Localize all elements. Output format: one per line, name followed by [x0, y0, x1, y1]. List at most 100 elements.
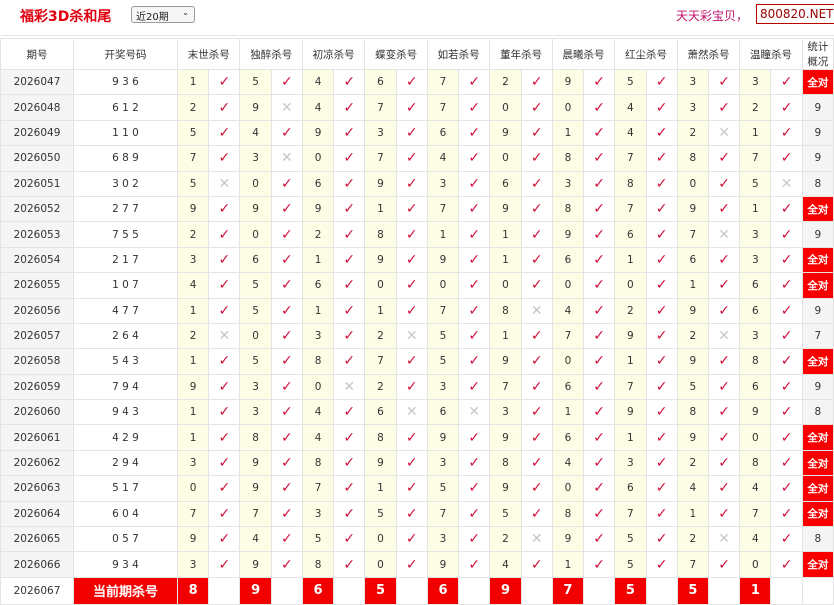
- check-icon: ✓: [208, 551, 241, 578]
- check-icon: ✓: [583, 348, 616, 375]
- all-correct-badge: 全对: [801, 551, 834, 578]
- kill-number-cell: 9: [489, 475, 522, 502]
- kill-number-cell: 5: [301, 526, 335, 553]
- kill-number-cell: 6: [739, 373, 772, 401]
- period-cell: 2026067: [0, 576, 74, 605]
- check-icon: ✓: [583, 551, 616, 578]
- check-icon: ✓: [520, 170, 553, 197]
- kill-number-cell: 0: [239, 322, 272, 350]
- column-header: 蝶变杀号: [364, 38, 428, 70]
- check-icon: ✓: [707, 68, 741, 96]
- cross-icon: ✕: [520, 526, 553, 553]
- check-icon: ✓: [270, 195, 303, 223]
- draw-number-cell: 5 4 3: [73, 348, 178, 375]
- draw-number-cell: 2 1 7: [73, 246, 178, 274]
- kill-number-cell: 9: [489, 424, 522, 451]
- kill-number-cell: 1: [614, 424, 647, 451]
- check-icon: ✓: [458, 170, 491, 197]
- kill-number-cell: 6: [364, 68, 397, 96]
- kill-number-cell: 2: [489, 526, 522, 553]
- table-row: 2026048 6 1 2 2 ✓ 9 ✕ 4 ✓ 7 ✓ 7 ✓ 0 ✓ 0 ✓ 4 ✓ 3 ✓ 2 ✓ 9: [0, 94, 834, 121]
- check-icon: ✓: [583, 246, 616, 274]
- check-icon: ✓: [333, 170, 366, 197]
- check-icon: ✓: [333, 322, 366, 350]
- check-icon: ✓: [645, 322, 678, 350]
- check-icon: ✓: [333, 551, 366, 578]
- draw-number-cell: 9 4 3: [73, 399, 178, 426]
- all-correct-badge: 全对: [801, 424, 834, 451]
- column-header: 晨曦杀号: [551, 38, 616, 70]
- check-icon: ✓: [458, 221, 491, 248]
- check-icon: ✓: [270, 551, 303, 578]
- kill-number-cell: 5: [239, 68, 272, 96]
- check-icon: ✓: [707, 475, 741, 502]
- table-row: 2026047 9 3 6 1 ✓ 5 ✓ 4 ✓ 6 ✓ 7 ✓ 2 ✓ 9 ✓ 5 ✓ 3 ✓ 3 ✓ 全对: [0, 68, 834, 96]
- check-icon: ✓: [645, 373, 678, 401]
- check-icon: ✓: [458, 94, 491, 121]
- current-row: 2026067 当前期杀号 8 9 6 5 6 9 7 5 5 1: [0, 576, 834, 605]
- kill-number-cell: 5: [614, 551, 647, 578]
- kill-number-cell: 3: [301, 500, 335, 528]
- kill-number-cell: 9: [426, 551, 460, 578]
- kill-number-cell: 6: [676, 246, 709, 274]
- check-icon: ✓: [333, 526, 366, 553]
- check-icon: ✓: [583, 500, 616, 528]
- current-kill-number: 8: [176, 576, 210, 605]
- kill-number-cell: 1: [176, 424, 210, 451]
- check-icon: ✓: [583, 68, 616, 96]
- check-icon: ✓: [770, 322, 803, 350]
- check-icon: ✓: [458, 424, 491, 451]
- check-icon: ✓: [645, 526, 678, 553]
- check-icon: ✓: [770, 221, 803, 248]
- kill-number-cell: 7: [426, 94, 460, 121]
- kill-number-cell: 7: [364, 94, 397, 121]
- check-icon: ✓: [583, 145, 616, 172]
- check-icon: ✓: [770, 119, 803, 147]
- check-icon: ✓: [333, 399, 366, 426]
- check-icon: ✓: [583, 119, 616, 147]
- kill-number-cell: 0: [239, 221, 272, 248]
- draw-number-cell: 2 7 7: [73, 195, 178, 223]
- column-header: 萧然杀号: [676, 38, 741, 70]
- draw-number-cell: 2 6 4: [73, 322, 178, 350]
- cross-icon: ✕: [395, 322, 428, 350]
- check-icon: ✓: [645, 348, 678, 375]
- check-icon: ✓: [520, 322, 553, 350]
- current-kill-number: 5: [614, 576, 647, 605]
- range-select[interactable]: 近20期 ⌄: [131, 6, 195, 23]
- site-link[interactable]: 800820.NET: [756, 4, 834, 24]
- check-icon: ✓: [583, 449, 616, 477]
- kill-number-cell: 1: [489, 322, 522, 350]
- kill-number-cell: 9: [364, 170, 397, 197]
- period-cell: 2026065: [0, 526, 74, 553]
- check-icon: ✓: [395, 348, 428, 375]
- cross-icon: ✕: [707, 221, 741, 248]
- kill-number-cell: 0: [301, 145, 335, 172]
- kill-number-cell: 9: [301, 119, 335, 147]
- kill-number-cell: 9: [239, 94, 272, 121]
- kill-number-cell: 4: [739, 475, 772, 502]
- kill-number-cell: 4: [551, 297, 585, 324]
- kill-number-cell: 9: [614, 322, 647, 350]
- draw-number-cell: 1 0 7: [73, 272, 178, 299]
- kill-number-cell: 9: [239, 551, 272, 578]
- table-row: 2026060 9 4 3 1 ✓ 3 ✓ 4 ✓ 6 ✕ 6 ✕ 3 ✓ 1 ✓ 9 ✓ 8 ✓ 9 ✓ 8: [0, 399, 834, 426]
- check-icon: ✓: [707, 348, 741, 375]
- kill-number-cell: 3: [426, 449, 460, 477]
- kill-number-cell: 4: [426, 145, 460, 172]
- check-icon: ✓: [458, 551, 491, 578]
- kill-number-cell: 2: [364, 373, 397, 401]
- kill-number-cell: 1: [551, 399, 585, 426]
- kill-number-cell: 4: [301, 68, 335, 96]
- period-cell: 2026055: [0, 272, 74, 299]
- kill-number-cell: 3: [239, 373, 272, 401]
- check-icon: ✓: [458, 526, 491, 553]
- check-icon: ✓: [645, 221, 678, 248]
- check-icon: ✓: [770, 475, 803, 502]
- kill-table: 期号 开奖号码 末世杀号 独醉杀号 初凉杀号 蝶变杀号 如若杀号 董年杀号 晨曦杀号 红尘杀号 萧然…: [0, 38, 834, 605]
- table-row: 2026053 7 5 5 2 ✓ 0 ✓ 2 ✓ 8 ✓ 1 ✓ 1 ✓ 9 ✓ 6 ✓ 7 ✕ 3 ✓ 9: [0, 221, 834, 248]
- check-icon: ✓: [270, 119, 303, 147]
- column-header: 独醉杀号: [239, 38, 303, 70]
- check-icon: ✓: [458, 195, 491, 223]
- kill-number-cell: 3: [614, 449, 647, 477]
